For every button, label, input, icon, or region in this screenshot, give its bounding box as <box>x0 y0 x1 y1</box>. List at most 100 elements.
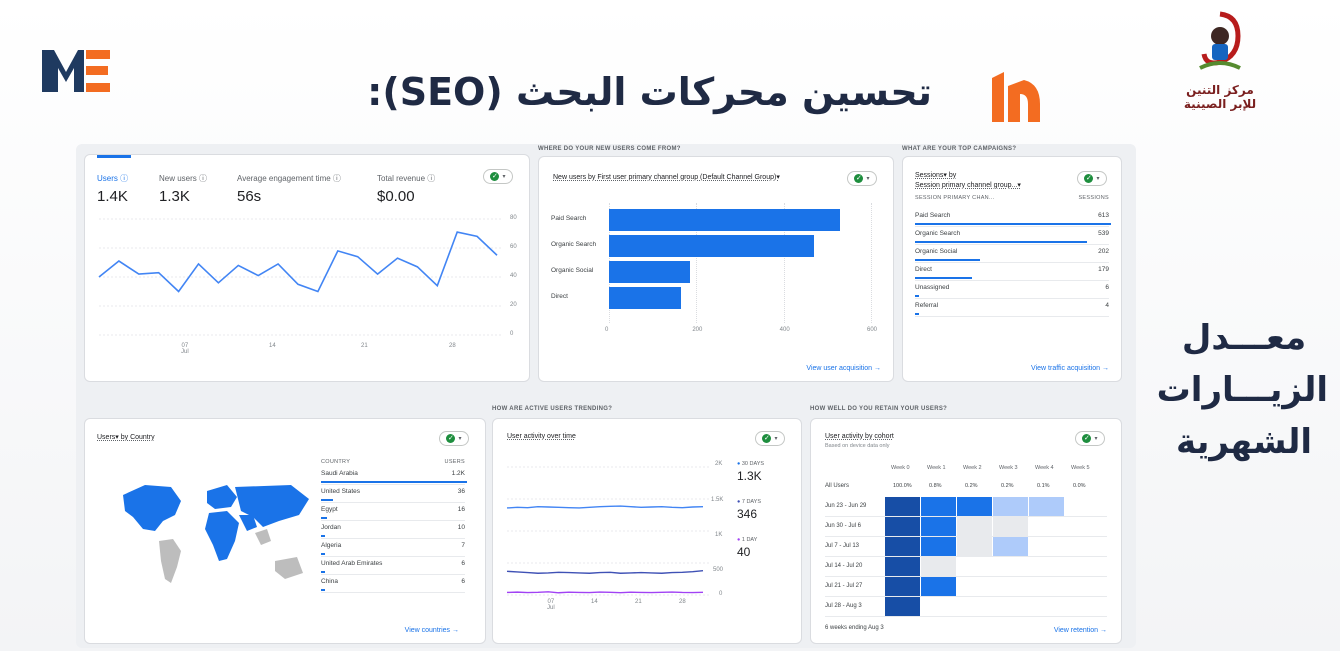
table-row[interactable]: Algeria 7 <box>321 539 465 557</box>
cohort-cell[interactable] <box>921 497 956 516</box>
view-traffic-acquisition-link[interactable]: View traffic acquisition → <box>1031 365 1109 372</box>
legend-1-day: ● 1 DAY 40 <box>737 537 757 559</box>
cohort-cell[interactable] <box>957 517 992 536</box>
retention-card-title[interactable]: User activity by cohort <box>825 433 894 440</box>
y-tick: 1K <box>715 532 723 538</box>
row-value: 179 <box>1098 266 1109 273</box>
compare-button[interactable]: ✓ ▾ <box>1075 431 1105 446</box>
row-share-bar <box>915 295 919 297</box>
campaigns-dimension-selector[interactable]: Session primary channel group...▾ <box>915 182 1021 189</box>
cohort-cell[interactable] <box>921 517 956 536</box>
row-label: Saudi Arabia <box>321 470 358 477</box>
cohort-week-header: Week 5 <box>1071 465 1090 471</box>
cohort-cell[interactable] <box>921 537 956 556</box>
cohort-cell[interactable] <box>1029 497 1064 516</box>
table-row[interactable]: China 6 <box>321 575 465 593</box>
view-countries-link[interactable]: View countries → <box>404 627 459 634</box>
x-tick: 07 Jul <box>547 599 555 611</box>
row-share-bar <box>321 481 467 483</box>
cohort-cell[interactable] <box>885 597 920 616</box>
row-share-bar <box>321 571 325 573</box>
table-row[interactable]: Unassigned 6 <box>915 281 1109 299</box>
cohort-row-divider <box>825 516 1107 517</box>
y-tick: 20 <box>510 302 517 308</box>
cohort-cell[interactable] <box>993 497 1028 516</box>
cohort-cell[interactable] <box>885 577 920 596</box>
cohort-cell[interactable] <box>885 497 920 516</box>
bar-organic-search[interactable] <box>609 235 815 257</box>
cohort-row-label: Jul 14 - Jul 20 <box>825 563 863 569</box>
cohort-row-label: Jul 7 - Jul 13 <box>825 543 860 549</box>
compare-button[interactable]: ✓ ▾ <box>1077 171 1107 186</box>
bar-direct[interactable] <box>609 287 682 309</box>
campaigns-metric-selector[interactable]: Sessions▾ by <box>915 172 957 179</box>
x-tick-day: 07 <box>181 343 189 349</box>
cohort-cell[interactable] <box>921 577 956 596</box>
row-value: 202 <box>1098 248 1109 255</box>
table-row[interactable]: Egypt 16 <box>321 503 465 521</box>
legend-30-days: ● 30 DAYS 1.3K <box>737 461 764 483</box>
table-row[interactable]: Saudi Arabia 1.2K <box>321 467 467 485</box>
center-logo-line-1: مركز التنين <box>1186 83 1254 97</box>
table-row[interactable]: Organic Social 202 <box>915 245 1109 263</box>
row-label: Unassigned <box>915 284 950 291</box>
table-row[interactable]: Paid Search 613 <box>915 209 1111 227</box>
activity-card-title[interactable]: User activity over time <box>507 433 576 440</box>
view-user-acquisition-link[interactable]: View user acquisition → <box>806 365 881 372</box>
table-row[interactable]: Jordan 10 <box>321 521 465 539</box>
metric-users[interactable]: Users ⓘ 1.4K <box>97 155 132 205</box>
compare-button[interactable]: ✓ ▾ <box>483 169 513 184</box>
table-row[interactable]: Organic Search 539 <box>915 227 1109 245</box>
row-value: 36 <box>457 488 465 495</box>
compare-button[interactable]: ✓ ▾ <box>755 431 785 446</box>
metric-engagement-time[interactable]: Average engagement time ⓘ 56s <box>237 173 341 205</box>
cohort-week-header: Week 1 <box>927 465 946 471</box>
cohort-cell[interactable] <box>885 537 920 556</box>
metric-label: Total revenue ⓘ <box>377 174 436 183</box>
table-row[interactable]: Referral 4 <box>915 299 1109 317</box>
compare-button[interactable]: ✓ ▾ <box>439 431 469 446</box>
bar-organic-social[interactable] <box>609 261 690 283</box>
y-tick: 500 <box>713 567 724 573</box>
cohort-cell[interactable] <box>957 497 992 516</box>
metric-label: New users ⓘ <box>159 174 208 183</box>
country-metric-selector[interactable]: Users▾ by Country <box>97 434 155 441</box>
row-label: Organic Search <box>915 230 961 237</box>
cohort-cell[interactable] <box>885 557 920 576</box>
table-row[interactable]: United Arab Emirates 6 <box>321 557 465 575</box>
legend-dot-icon: ● <box>737 461 742 467</box>
x-tick-month: Jul <box>181 349 189 355</box>
x-tick: 400 <box>779 327 790 333</box>
acquisition-dimension-selector[interactable]: New users by First user primary channel … <box>553 174 780 181</box>
check-icon: ✓ <box>490 172 500 181</box>
cohort-cell[interactable] <box>957 537 992 556</box>
cohort-cell[interactable] <box>993 517 1028 536</box>
compare-button[interactable]: ✓ ▾ <box>847 171 877 186</box>
side-label: معـــدل الزيـــارات الشهرية <box>1157 312 1328 468</box>
cohort-all-users-value: 0.0% <box>1073 483 1086 489</box>
metric-total-revenue[interactable]: Total revenue ⓘ $0.00 <box>377 173 435 205</box>
row-label: Organic Social <box>915 248 958 255</box>
country-card: Users▾ by Country ✓ ▾ COUNTRY USERS Saudi… <box>84 418 486 644</box>
cohort-cell[interactable] <box>885 517 920 536</box>
metric-new-users[interactable]: New users ⓘ 1.3K <box>159 173 207 205</box>
legend-dot-icon: ● <box>737 537 742 543</box>
check-icon: ✓ <box>762 434 772 443</box>
row-value: 6 <box>1105 284 1109 291</box>
y-tick: 40 <box>510 273 517 279</box>
cohort-cell[interactable] <box>921 557 956 576</box>
slide-title-row: تحسين محركات البحث (SEO): <box>270 66 1050 126</box>
row-label: China <box>321 578 338 585</box>
bar-paid-search[interactable] <box>609 209 841 231</box>
legend-value: 1.3K <box>737 469 762 483</box>
row-value: 4 <box>1105 302 1109 309</box>
table-row[interactable]: United States 36 <box>321 485 465 503</box>
row-value: 613 <box>1098 212 1109 219</box>
view-retention-link[interactable]: View retention → <box>1053 627 1107 634</box>
cohort-cell[interactable] <box>993 537 1028 556</box>
active-users-line-chart <box>506 466 709 596</box>
x-tick-month: Jul <box>547 605 555 611</box>
table-row[interactable]: Direct 179 <box>915 263 1109 281</box>
row-label: Jordan <box>321 524 341 531</box>
retention-card: User activity by cohort Based on device … <box>810 418 1122 644</box>
